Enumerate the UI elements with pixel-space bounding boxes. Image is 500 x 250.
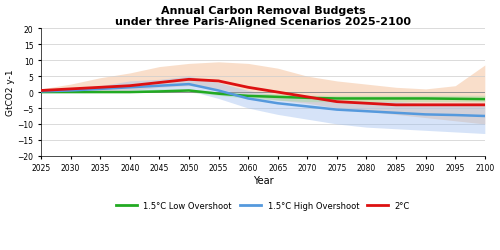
Title: Annual Carbon Removal Budgets
under three Paris-Aligned Scenarios 2025-2100: Annual Carbon Removal Budgets under thre… — [115, 6, 411, 27]
Legend: 1.5°C Low Overshoot, 1.5°C High Overshoot, 2°C: 1.5°C Low Overshoot, 1.5°C High Overshoo… — [112, 198, 414, 213]
Y-axis label: GtCO2 y-1: GtCO2 y-1 — [6, 70, 15, 116]
X-axis label: Year: Year — [252, 176, 273, 186]
